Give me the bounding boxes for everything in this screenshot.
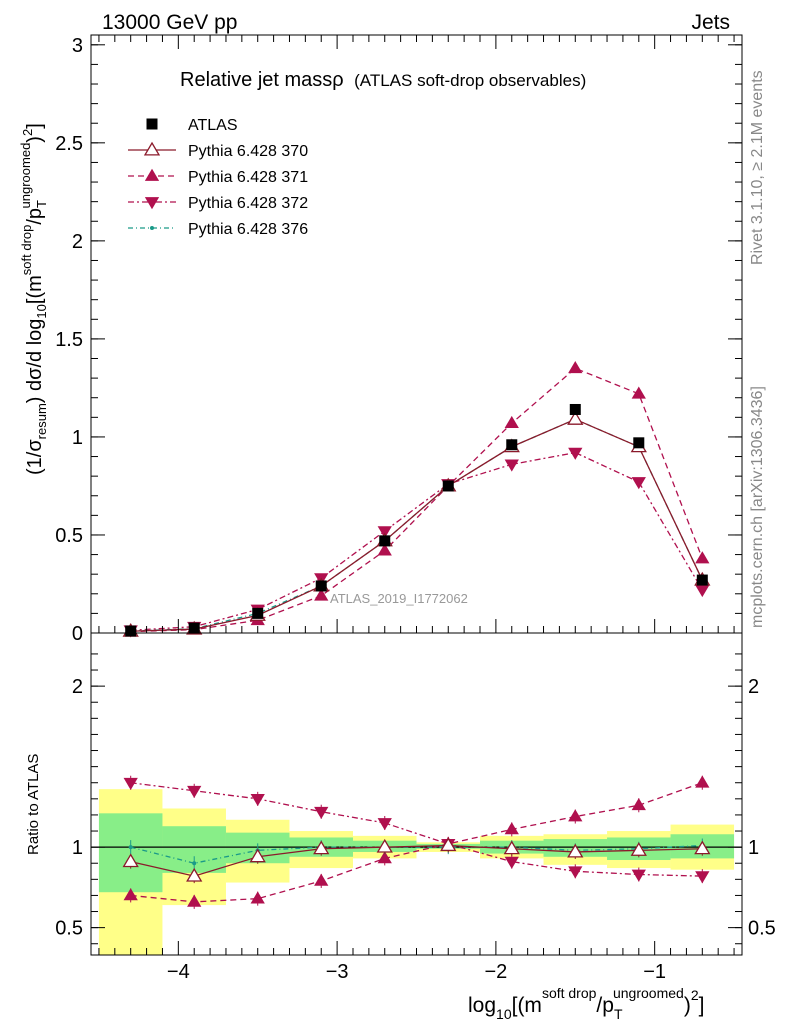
legend-marker-p370: [143, 141, 161, 156]
ratio-point-p371: [568, 809, 583, 822]
y-tick-label-ratio-right: 1: [748, 837, 759, 859]
point-p372: [695, 585, 710, 598]
plot-title: Relative jet massρ (ATLAS soft-drop obse…: [180, 69, 586, 91]
ratio-point-p371: [631, 797, 646, 811]
y-tick-label-main: 0.5: [55, 525, 83, 547]
y-tick-label-ratio: 2: [72, 676, 83, 698]
y-tick-label-main: 2.5: [55, 133, 83, 155]
ratio-point-p372: [314, 806, 329, 819]
y-tick-label-ratio-right: 2: [748, 676, 759, 698]
y-tick-label-main: 0: [72, 623, 83, 645]
x-tick-label: −1: [643, 961, 666, 983]
series-line-p370: [130, 418, 703, 632]
point-p371: [377, 543, 392, 556]
x-tick-label: −4: [167, 961, 190, 983]
point-atlas: [696, 574, 708, 586]
point-p370: [567, 411, 584, 425]
side-rivet-label: Rivet 3.1.10, ≥ 2.1M events: [749, 70, 766, 265]
y-tick-label-main: 1.5: [55, 329, 83, 351]
ratio-point-p372: [123, 777, 138, 791]
ratio-point-p370: [503, 840, 520, 855]
ratio-point-p371: [314, 873, 329, 886]
ratio-point-p371: [123, 888, 138, 901]
ratio-line-p370: [130, 844, 703, 877]
y-tick-label-main: 3: [72, 35, 83, 57]
ratio-point-p371: [250, 891, 265, 904]
ratio-point-p370: [249, 848, 266, 863]
side-mcplots-label: mcplots.cern.ch [arXiv:1306.3436]: [749, 386, 766, 628]
ratio-point-p370: [694, 840, 711, 855]
point-atlas: [442, 480, 454, 492]
ratio-line-p371: [130, 782, 703, 903]
ratio-point-p372: [187, 785, 202, 799]
main-series-layer: [122, 361, 711, 638]
legend: ATLAS Pythia 6.428 370 Pythia 6.428 371 Pyt…: [128, 117, 308, 238]
y-axis-label-ratio: Ratio to ATLAS: [25, 754, 42, 855]
point-p371: [568, 361, 583, 374]
point-p371: [504, 415, 519, 429]
point-p371: [314, 588, 329, 601]
ratio-point-p376: [192, 861, 197, 866]
point-atlas: [315, 580, 327, 592]
legend-marker-p372: [144, 197, 160, 210]
ratio-point-p371: [695, 775, 710, 788]
point-atlas: [506, 439, 518, 451]
y-axis-label-main: (1/σresum) dσ/d log10[(msoft drop/pTungr…: [18, 123, 49, 475]
ratio-line-p376: [130, 844, 703, 864]
point-atlas: [569, 403, 581, 415]
legend-label-atlas: ATLAS: [188, 117, 238, 134]
ratio-point-p370: [376, 838, 393, 853]
analysis-watermark: ATLAS_2019_I1772062: [330, 591, 468, 606]
ratio-point-p372: [568, 866, 583, 879]
point-p371: [695, 551, 710, 564]
ratio-point-p372: [377, 818, 392, 831]
point-p371: [631, 386, 646, 399]
ratio-point-p372: [631, 869, 646, 882]
x-tick-label: −2: [484, 961, 507, 983]
ratio-point-p370: [630, 842, 647, 856]
ratio-point-p376: [128, 845, 133, 850]
ratio-point-p371: [187, 894, 202, 907]
point-p372: [504, 459, 519, 472]
point-p372: [568, 447, 583, 460]
x-axis-label: log10[(msoft drop/pTungroomed)2]: [468, 985, 704, 1022]
y-tick-label-main: 1: [72, 427, 83, 449]
ratio-point-p372: [504, 856, 519, 869]
point-atlas: [252, 607, 264, 619]
ratio-series-layer: [122, 775, 711, 909]
point-atlas: [633, 437, 645, 449]
series-line-p371: [130, 367, 703, 633]
header-right: Jets: [691, 11, 730, 34]
ratio-point-p370: [186, 867, 203, 882]
header-left: 13000 GeV pp: [102, 11, 237, 34]
ratio-point-p370: [313, 840, 330, 855]
series-line-p372: [130, 451, 703, 631]
ratio-point-p372: [250, 793, 265, 807]
point-p372: [377, 526, 392, 539]
legend-label-p372: Pythia 6.428 372: [188, 195, 308, 212]
legend-marker-p371: [144, 168, 160, 181]
ratio-point-p371: [377, 851, 392, 864]
ratio-point-p372: [695, 871, 710, 884]
legend-marker-atlas: [146, 118, 158, 130]
point-atlas: [379, 535, 391, 547]
point-p372: [631, 477, 646, 490]
series-line-p376: [130, 418, 703, 632]
ratio-point-p370: [122, 853, 139, 868]
axis-ticks: 0 0.5 1 1.5 2 2.5 3 0.5 0.5 1 1 2 2 −4 −3 −2 −1: [55, 35, 776, 983]
ratio-point-p370: [567, 843, 584, 858]
y-tick-label-ratio: 1: [72, 837, 83, 859]
ratio-point-p371: [504, 822, 519, 835]
legend-marker-p376: [150, 226, 154, 230]
ratio-point-p370: [440, 837, 457, 852]
y-tick-label-ratio-right: 0.5: [748, 918, 776, 940]
legend-label-p376: Pythia 6.428 376: [188, 221, 308, 238]
ratio-line-p372: [130, 782, 703, 877]
y-tick-label-ratio: 0.5: [55, 918, 83, 940]
y-tick-label-main: 2: [72, 231, 83, 253]
legend-label-p370: Pythia 6.428 370: [188, 143, 308, 160]
legend-label-p371: Pythia 6.428 371: [188, 169, 308, 186]
x-tick-label: −3: [326, 961, 349, 983]
